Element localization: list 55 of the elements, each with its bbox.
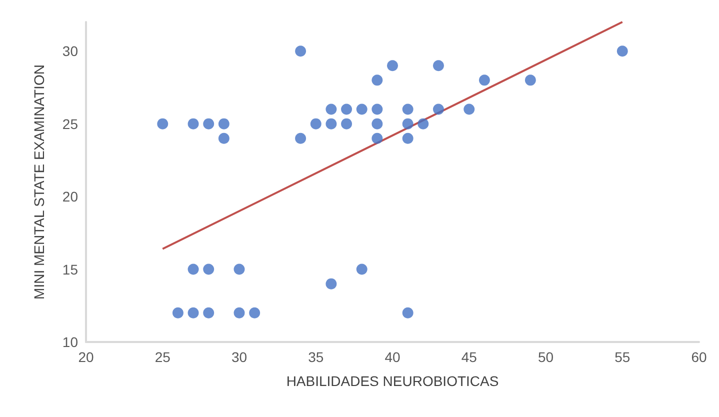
point <box>616 46 628 57</box>
point <box>326 118 337 130</box>
point <box>295 46 306 57</box>
point <box>295 132 306 144</box>
point <box>188 264 199 275</box>
point <box>157 118 168 130</box>
x-axis-title: HABILIDADES NEUROBIOTICAS <box>286 373 499 389</box>
y-axis-title: MINI MENTAL STATE EXAMINATION <box>31 64 47 300</box>
y-tick-label: 15 <box>62 261 78 278</box>
point <box>464 104 475 115</box>
point <box>402 104 414 115</box>
point <box>478 74 490 86</box>
y-tick-label: 25 <box>62 116 78 132</box>
point <box>249 307 260 318</box>
point <box>203 118 214 130</box>
point <box>188 307 199 318</box>
y-tick-label: 20 <box>62 188 78 205</box>
x-tick-label: 45 <box>461 349 478 365</box>
point <box>172 307 184 318</box>
point <box>432 60 444 72</box>
point <box>234 264 245 275</box>
point <box>356 104 368 115</box>
point <box>356 264 368 275</box>
point <box>203 264 214 275</box>
y-tick-label: 10 <box>62 334 78 350</box>
point <box>372 118 383 130</box>
point <box>234 307 245 318</box>
point <box>372 132 383 144</box>
x-tick-label: 40 <box>384 349 400 365</box>
x-tick-label: 60 <box>691 349 707 365</box>
point <box>372 104 383 115</box>
point <box>402 132 414 144</box>
point <box>326 104 337 115</box>
x-tick-label: 20 <box>78 349 94 365</box>
point <box>203 307 214 318</box>
x-tick-label: 30 <box>231 349 248 365</box>
point <box>341 118 352 130</box>
point <box>218 118 230 130</box>
point <box>402 118 414 130</box>
point <box>387 60 398 72</box>
point <box>341 104 352 115</box>
x-tick-label: 50 <box>538 349 554 365</box>
point <box>310 118 322 130</box>
point <box>188 118 199 130</box>
point <box>218 132 230 144</box>
x-tick-label: 25 <box>154 349 171 365</box>
point <box>326 278 337 290</box>
x-tick-label: 55 <box>614 349 630 365</box>
point <box>372 74 383 86</box>
y-tick-label: 30 <box>62 43 78 60</box>
point <box>402 307 414 318</box>
point <box>418 118 429 130</box>
x-tick-label: 35 <box>308 349 324 365</box>
point <box>432 104 444 115</box>
point <box>524 74 536 86</box>
